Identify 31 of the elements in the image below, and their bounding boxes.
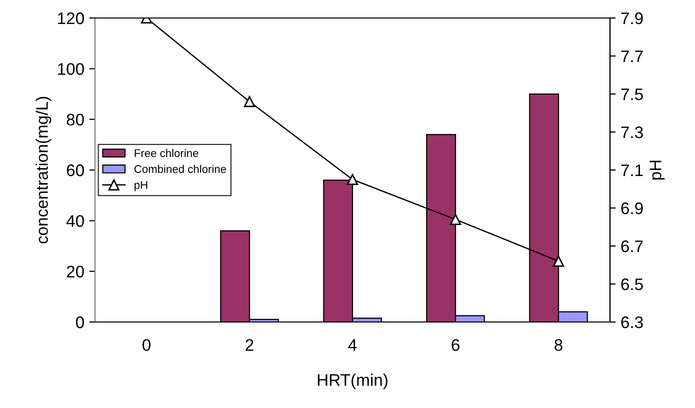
legend-label: Combined chlorine — [134, 164, 226, 173]
y-tick-label: 0 — [76, 316, 84, 328]
y-tick-label: 80 — [66, 114, 84, 126]
point — [346, 174, 358, 186]
y2-tick-label: 7.3 — [621, 126, 643, 138]
point — [450, 214, 462, 225]
legend-label: Free chlorine — [134, 148, 198, 158]
legend-label: pH — [134, 181, 148, 192]
y2-axis-title: pH — [650, 160, 665, 180]
x-tick-label: 6 — [452, 339, 460, 351]
y2-tick-label: 6.7 — [621, 240, 643, 252]
x-tick-label: 0 — [142, 339, 150, 351]
y-tick-label: 120 — [58, 12, 84, 24]
x-tick-label: 2 — [246, 339, 254, 351]
x-tick-label: 8 — [554, 339, 562, 351]
y-tick-label: 20 — [66, 266, 84, 278]
y2-tick-label: 7.7 — [621, 50, 643, 62]
point — [552, 256, 564, 267]
y-tick-label: 60 — [66, 164, 84, 176]
y-tick-label: 100 — [58, 63, 84, 75]
x-axis-title: HRT(min) — [318, 374, 388, 390]
y2-tick-label: 6.3 — [621, 316, 643, 328]
y2-tick-label: 6.9 — [621, 202, 643, 214]
point — [244, 96, 256, 108]
y2-tick-label: 7.9 — [621, 12, 643, 24]
y-axis-title: concentration(mg/L) — [36, 96, 52, 244]
x-tick-label: 4 — [348, 339, 357, 351]
y2-tick-label: 7.1 — [621, 164, 643, 176]
y-tick-label: 40 — [66, 215, 84, 227]
y2-tick-label: 6.5 — [621, 278, 643, 290]
y2-tick-label: 7.5 — [621, 88, 643, 100]
